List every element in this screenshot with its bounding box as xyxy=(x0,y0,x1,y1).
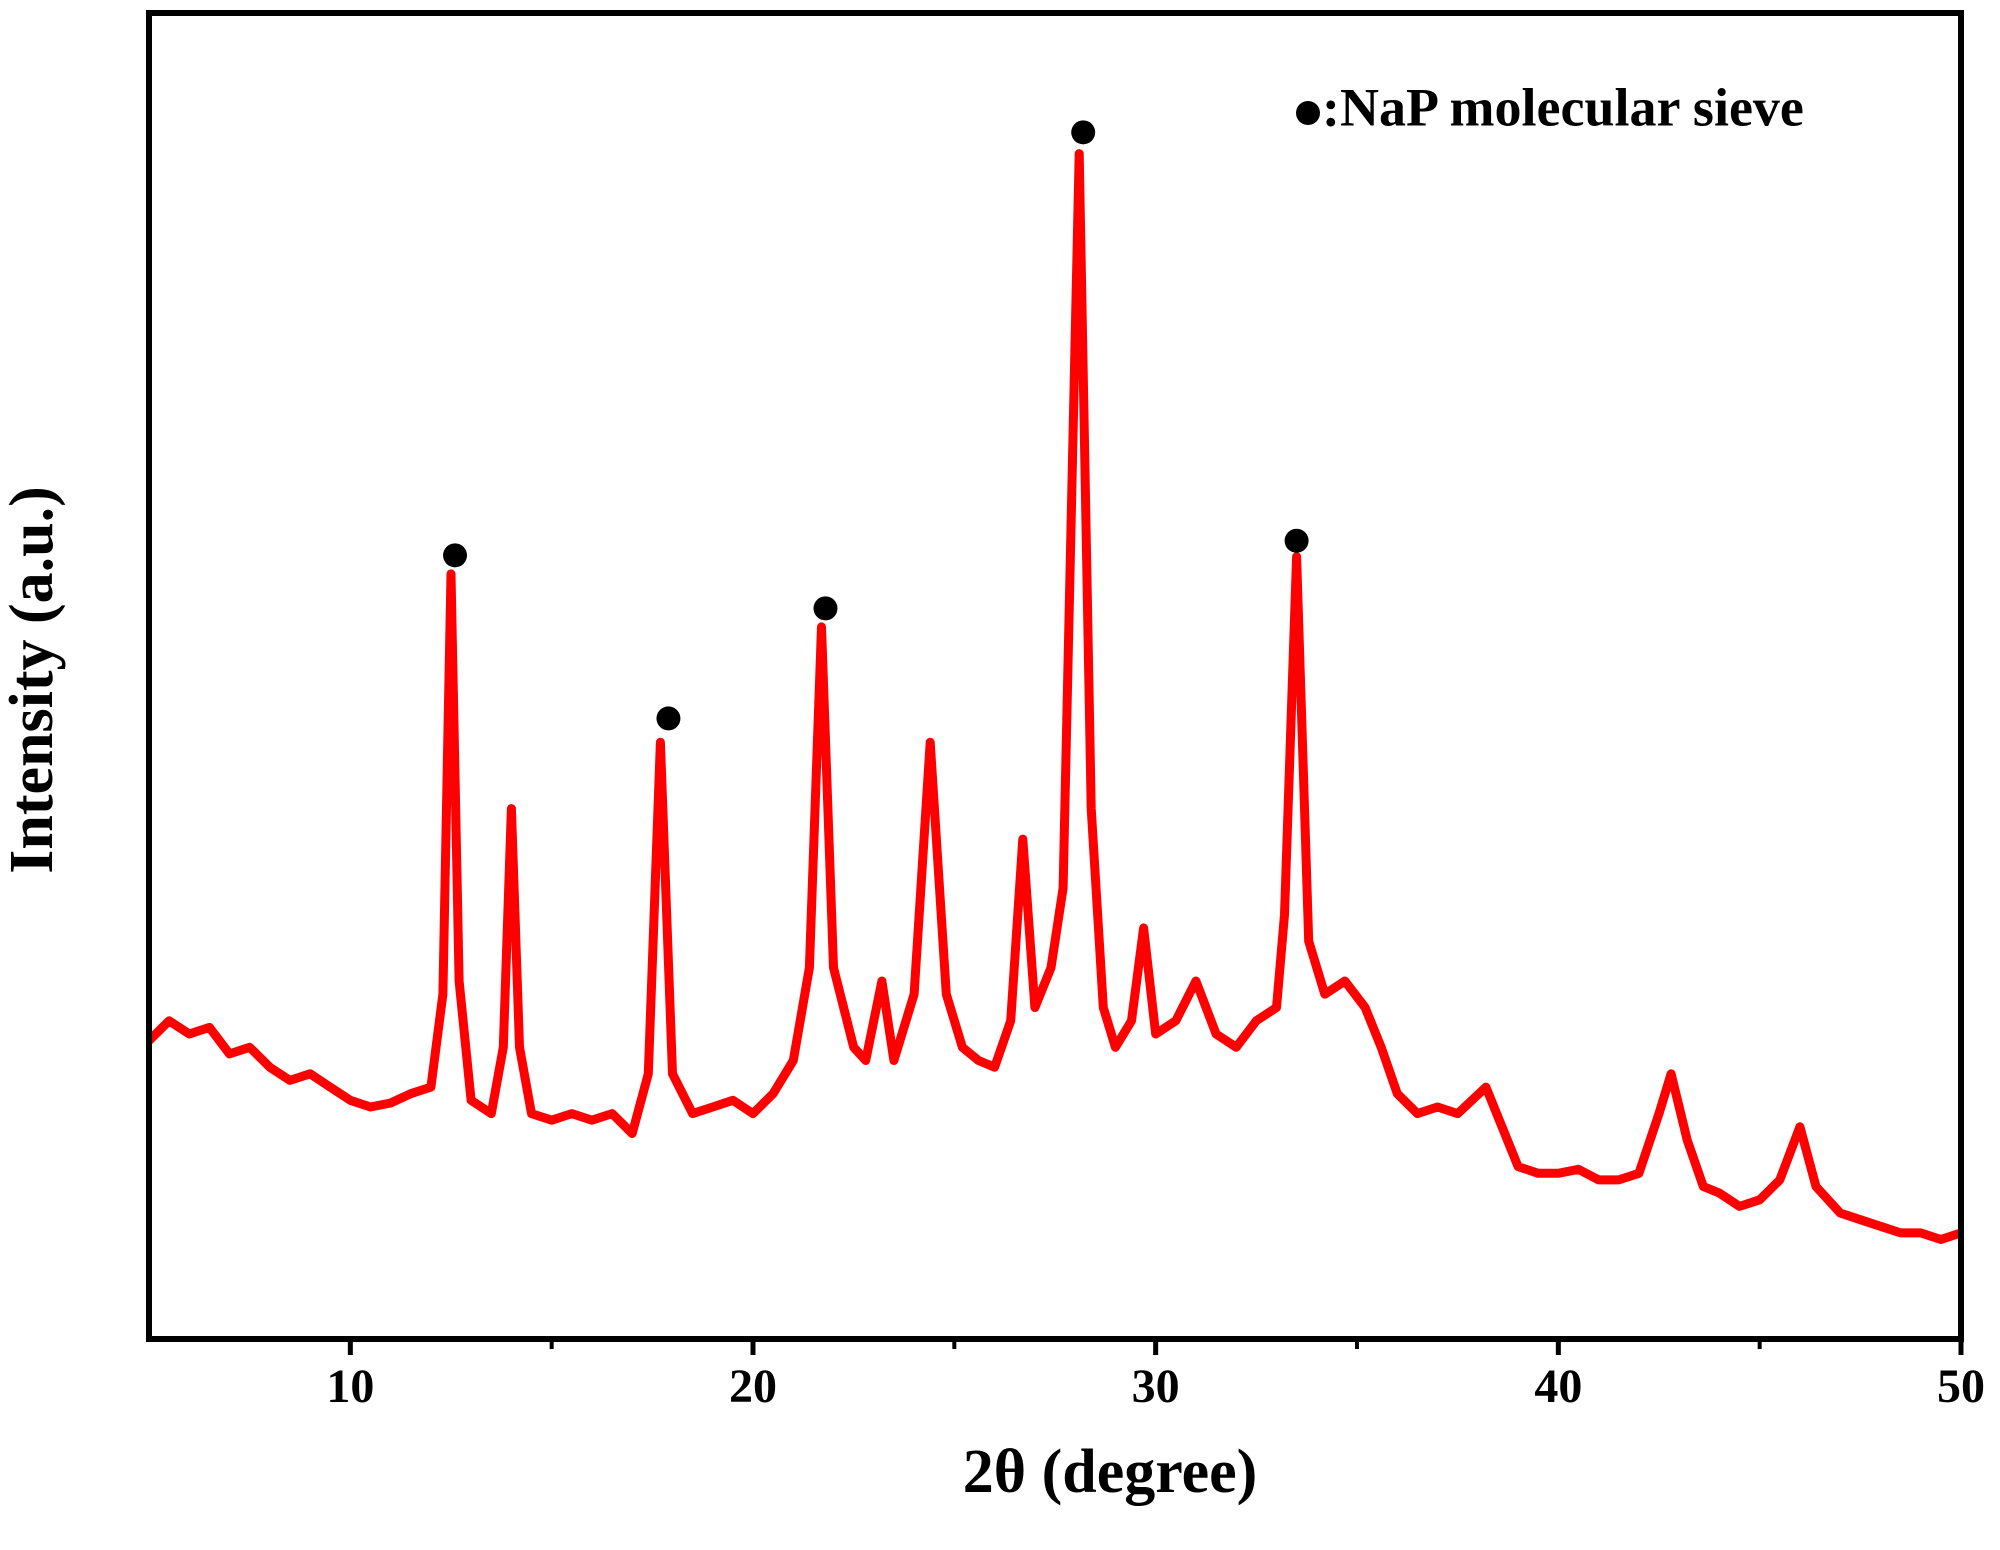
x-tick-label: 30 xyxy=(1132,1360,1180,1413)
x-tick-label: 50 xyxy=(1937,1360,1985,1413)
legend-symbol xyxy=(1296,101,1320,125)
data-line xyxy=(145,149,1963,1244)
peak-marker xyxy=(1284,528,1309,553)
peak-marker xyxy=(813,596,838,621)
x-tick-label: 10 xyxy=(326,1360,374,1413)
legend-label: :NaP molecular sieve xyxy=(1322,77,1804,137)
plot-frame xyxy=(146,10,1964,1342)
x-axis-label: 2θ (degree) xyxy=(963,1438,1258,1506)
x-tick-label: 40 xyxy=(1534,1360,1582,1413)
peak-marker xyxy=(656,706,681,731)
x-tick-label: 20 xyxy=(729,1360,777,1413)
peak-marker xyxy=(1071,120,1096,145)
peak-marker xyxy=(443,543,468,568)
y-axis-label: Intensity (a.u.) xyxy=(0,486,66,874)
